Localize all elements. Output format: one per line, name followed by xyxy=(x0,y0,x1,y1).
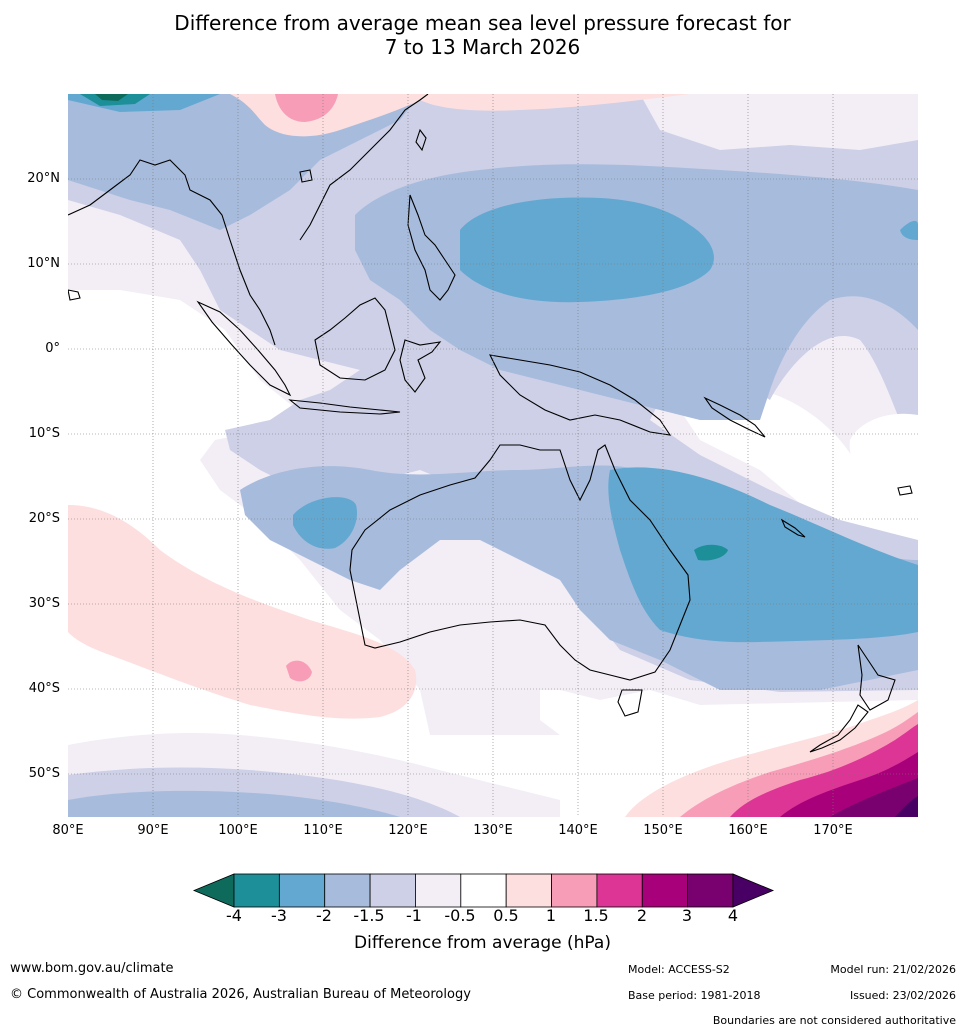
lon-label-80e: 80°E xyxy=(52,823,84,838)
lat-label-10n: 10°N xyxy=(27,256,60,271)
colorbar-label: 0.5 xyxy=(493,906,519,925)
colorbar-swatch xyxy=(505,873,552,908)
colorbar-swatch xyxy=(460,873,507,908)
colorbar-label: -2 xyxy=(316,906,332,925)
lon-label-140e: 140°E xyxy=(558,823,598,838)
issued-date: Issued: 23/02/2026 xyxy=(849,989,956,1002)
lon-label-170e: 170°E xyxy=(813,823,853,838)
anomaly-region-pale-pink-indian-ocean xyxy=(68,505,417,719)
colorbar-extend-low xyxy=(192,873,235,908)
colorbar-swatch xyxy=(369,873,416,908)
graticule xyxy=(68,94,918,817)
lon-label-110e: 110°E xyxy=(303,823,343,838)
coastline-borneo xyxy=(314,297,396,381)
colorbar-label: 4 xyxy=(727,906,739,925)
coastline-australia xyxy=(349,444,691,681)
colorbar-swatch xyxy=(596,873,643,908)
anomaly-region-teal xyxy=(694,544,728,561)
website-link[interactable]: www.bom.gov.au/climate xyxy=(10,961,174,976)
anomaly-region-pale-pink-north xyxy=(230,94,690,137)
anomaly-region-deep-purple-southeast xyxy=(830,778,918,817)
colorbar-title: Difference from average (hPa) xyxy=(354,933,611,953)
boundaries-disclaimer: Boundaries are not considered authoritat… xyxy=(712,1014,956,1027)
anomaly-region-blue-grey-south xyxy=(68,790,400,817)
colorbar-label: -4 xyxy=(226,906,242,925)
coastlines xyxy=(68,94,913,753)
coastline-java xyxy=(288,399,401,415)
coastline-solomon-islands xyxy=(703,396,766,438)
colorbar-swatch xyxy=(233,873,280,908)
anomaly-region-blue xyxy=(460,197,714,303)
anomaly-region-blue-ne xyxy=(900,220,918,240)
lat-label-0: 0° xyxy=(45,341,60,356)
colorbar-swatch xyxy=(324,873,371,908)
colorbar-label: 3 xyxy=(681,906,693,925)
coastline-sumatra xyxy=(196,300,292,397)
lon-label-120e: 120°E xyxy=(388,823,428,838)
coastline-new-zealand-north xyxy=(857,644,896,711)
anomaly-region-white-ne xyxy=(849,413,918,510)
lat-label-50s: 50°S xyxy=(28,766,60,781)
lon-label-160e: 160°E xyxy=(728,823,768,838)
anomaly-region-blue-east-australia xyxy=(608,467,918,643)
colorbar-swatch xyxy=(551,873,598,908)
colorbar-label: 1 xyxy=(545,906,557,925)
colorbar-swatch xyxy=(641,873,689,908)
coastline-philippines xyxy=(407,194,456,301)
anomaly-region-pink-north xyxy=(275,94,338,122)
model-run-date: Model run: 21/02/2026 xyxy=(830,963,956,976)
model-name: Model: ACCESS-S2 xyxy=(628,963,730,976)
lat-label-20n: 20°N xyxy=(27,171,60,186)
colorbar-label: -1 xyxy=(406,906,422,925)
lat-label-10s: 10°S xyxy=(28,426,60,441)
colorbar xyxy=(192,873,775,908)
lat-label-20s: 20°S xyxy=(28,511,60,526)
anomaly-region-blue-sw xyxy=(293,497,358,549)
colorbar-label: 1.5 xyxy=(583,906,609,925)
coastline-taiwan xyxy=(415,128,427,152)
coastline-sulawesi xyxy=(399,339,442,393)
anomaly-region-dark-teal-nw xyxy=(95,94,128,101)
map-title-line1: Difference from average mean sea level p… xyxy=(174,11,791,35)
colorbar-label: -0.5 xyxy=(444,906,476,925)
colorbar-swatch xyxy=(278,873,326,908)
lon-label-130e: 130°E xyxy=(473,823,513,838)
colorbar-label: -1.5 xyxy=(353,906,385,925)
coastline-asia xyxy=(68,94,429,346)
lat-label-40s: 40°S xyxy=(28,681,60,696)
coastline-new-zealand-south xyxy=(809,704,869,753)
copyright-text: © Commonwealth of Australia 2026, Austra… xyxy=(10,987,471,1002)
map-title-line2: 7 to 13 March 2026 xyxy=(384,35,581,59)
coastline-new-caledonia xyxy=(780,518,806,538)
anomaly-region-darkest-purple-southeast xyxy=(895,796,918,817)
coastline-fiji xyxy=(897,485,913,496)
coastline-new-guinea xyxy=(489,354,672,436)
anomaly-region-pink-indian-ocean xyxy=(286,660,312,682)
coastline-sri-lanka xyxy=(68,289,81,301)
base-period: Base period: 1981-2018 xyxy=(628,989,761,1002)
lon-label-100e: 100°E xyxy=(218,823,258,838)
colorbar-swatch xyxy=(687,873,734,908)
coastline-hainan xyxy=(299,169,313,183)
colorbar-extend-high xyxy=(732,873,775,908)
colorbar-label: 2 xyxy=(636,906,648,925)
map-fields xyxy=(68,94,918,817)
colorbar-swatch xyxy=(415,873,462,908)
lon-label-90e: 90°E xyxy=(137,823,169,838)
colorbar-label: -3 xyxy=(271,906,287,925)
lon-label-150e: 150°E xyxy=(643,823,683,838)
coastline-tasmania xyxy=(617,689,643,717)
lat-label-30s: 30°S xyxy=(28,596,60,611)
